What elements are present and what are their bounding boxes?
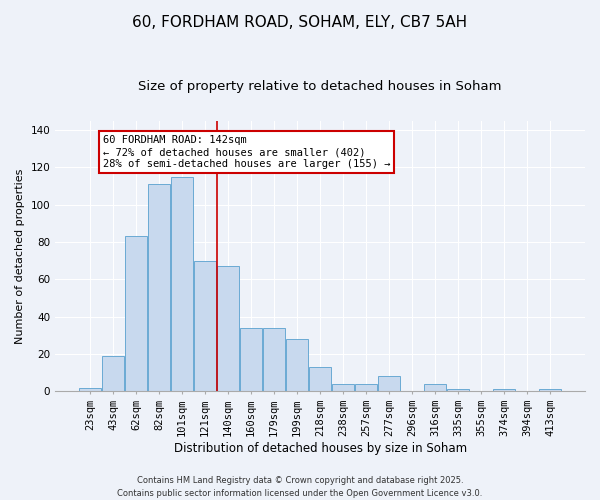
Text: 60, FORDHAM ROAD, SOHAM, ELY, CB7 5AH: 60, FORDHAM ROAD, SOHAM, ELY, CB7 5AH (133, 15, 467, 30)
Bar (148, 184, 170, 392)
Title: Size of property relative to detached houses in Soham: Size of property relative to detached ho… (139, 80, 502, 93)
X-axis label: Distribution of detached houses by size in Soham: Distribution of detached houses by size … (173, 442, 467, 455)
Bar (424, 384, 446, 392)
Bar (378, 376, 400, 392)
Bar (240, 328, 262, 392)
Bar (194, 260, 216, 392)
Text: Contains HM Land Registry data © Crown copyright and database right 2025.
Contai: Contains HM Land Registry data © Crown c… (118, 476, 482, 498)
Bar (286, 339, 308, 392)
Bar (539, 390, 561, 392)
Bar (309, 367, 331, 392)
Text: 60 FORDHAM ROAD: 142sqm
← 72% of detached houses are smaller (402)
28% of semi-d: 60 FORDHAM ROAD: 142sqm ← 72% of detache… (103, 136, 391, 168)
Bar (332, 384, 354, 392)
Bar (217, 266, 239, 392)
Bar (447, 390, 469, 392)
Bar (79, 388, 101, 392)
Bar (171, 176, 193, 392)
Bar (493, 390, 515, 392)
Bar (355, 384, 377, 392)
Y-axis label: Number of detached properties: Number of detached properties (15, 168, 25, 344)
Bar (102, 356, 124, 392)
Bar (125, 236, 147, 392)
Bar (263, 328, 285, 392)
